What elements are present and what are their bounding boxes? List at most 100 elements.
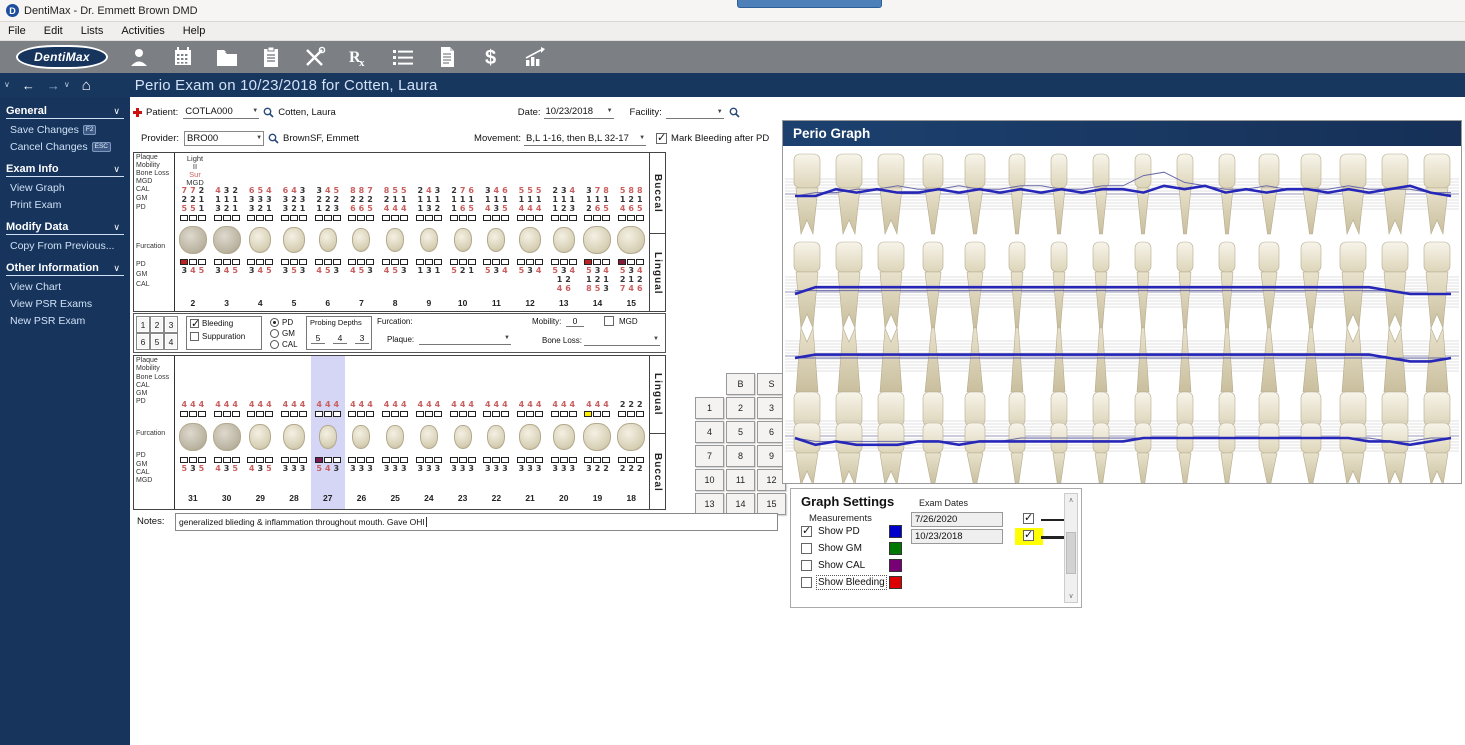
bleeding-boxes[interactable] — [513, 410, 547, 418]
perio-values[interactable]: 265 — [581, 204, 615, 213]
tooth-image[interactable] — [513, 223, 547, 257]
bleeding-boxes[interactable] — [277, 456, 311, 464]
perio-values[interactable]: 444 — [210, 400, 244, 409]
tooth-image[interactable] — [210, 419, 244, 455]
tooth-number[interactable]: 18 — [614, 492, 648, 504]
settings-scrollbar[interactable]: ∧ ∨ — [1064, 493, 1078, 603]
perio-values[interactable]: 435 — [243, 464, 277, 473]
forward-arrow-icon[interactable]: → — [47, 79, 60, 92]
tooth-image[interactable] — [446, 419, 480, 455]
tooth-number[interactable]: 4 — [243, 297, 277, 309]
perio-values[interactable]: 346 — [479, 186, 513, 195]
exam-date-field[interactable]: 7/26/2020 — [911, 512, 1003, 527]
analytics-icon[interactable] — [522, 45, 548, 69]
upper-perio-chart[interactable]: PlaqueMobilityBone LossMGDCALGMPDFurcati… — [133, 152, 666, 312]
perio-values[interactable]: 333 — [547, 464, 581, 473]
radio-pd[interactable] — [270, 318, 279, 327]
sidebar-section-general[interactable]: General∨ — [6, 105, 124, 119]
perio-values[interactable] — [513, 275, 547, 284]
keypad-5[interactable]: 5 — [150, 333, 164, 350]
bleeding-boxes[interactable] — [378, 410, 412, 418]
bleeding-checkbox[interactable] — [190, 319, 199, 328]
bleeding-boxes[interactable] — [412, 456, 446, 464]
perio-values[interactable]: 444 — [446, 400, 480, 409]
perio-values[interactable]: 444 — [479, 400, 513, 409]
tooth-number[interactable]: 6 — [311, 297, 345, 309]
tooth-key-13[interactable]: 13 — [695, 493, 724, 515]
perio-values[interactable]: 444 — [513, 204, 547, 213]
provider-combobox[interactable]: BRO00▼ — [184, 131, 264, 146]
tooth-key-7[interactable]: 7 — [695, 445, 724, 467]
perio-values[interactable] — [311, 284, 345, 293]
perio-values[interactable]: 323 — [277, 195, 311, 204]
perio-values[interactable] — [479, 275, 513, 284]
tooth-number[interactable]: 12 — [513, 297, 547, 309]
perio-values[interactable]: 853 — [581, 284, 615, 293]
bleeding-boxes[interactable] — [547, 258, 581, 266]
perio-values[interactable]: 345 — [210, 266, 244, 275]
tooth-number[interactable]: 31 — [176, 492, 210, 504]
back-arrow-icon[interactable]: ← — [22, 79, 35, 92]
ledger-icon[interactable] — [390, 45, 416, 69]
perio-values[interactable]: 521 — [446, 266, 480, 275]
perio-values[interactable]: 121 — [581, 275, 615, 284]
perio-values[interactable]: 444 — [378, 400, 412, 409]
tooth-key-5[interactable]: 5 — [726, 421, 755, 443]
tooth-number[interactable]: 29 — [243, 492, 277, 504]
perio-values[interactable]: 555 — [513, 186, 547, 195]
bleeding-boxes[interactable] — [345, 214, 379, 222]
tooth-number[interactable]: 22 — [479, 492, 513, 504]
bleeding-boxes[interactable] — [547, 214, 581, 222]
bleeding-boxes[interactable] — [412, 214, 446, 222]
perio-values[interactable]: 165 — [446, 204, 480, 213]
perio-values[interactable]: 222 — [311, 195, 345, 204]
tooth-key-14[interactable]: 14 — [726, 493, 755, 515]
chevron-down-icon[interactable]: ∨ — [4, 81, 10, 89]
perio-values[interactable]: 444 — [412, 400, 446, 409]
tooth-image[interactable] — [614, 419, 648, 455]
bleeding-boxes[interactable] — [176, 456, 210, 464]
perio-values[interactable]: 855 — [378, 186, 412, 195]
perio-values[interactable]: 222 — [614, 464, 648, 473]
mark-bleeding-checkbox[interactable] — [656, 133, 667, 144]
sidebar-item-save-changes[interactable]: Save ChangesF2 — [10, 124, 130, 136]
perio-values[interactable]: 353 — [277, 266, 311, 275]
menu-activities[interactable]: Activities — [121, 25, 164, 37]
tooth-number[interactable]: 28 — [277, 492, 311, 504]
perio-values[interactable]: 772 — [176, 186, 210, 195]
tooth-key-B[interactable]: B — [726, 373, 755, 395]
tooth-number[interactable]: 25 — [378, 492, 412, 504]
perio-values[interactable] — [311, 275, 345, 284]
bleeding-boxes[interactable] — [446, 214, 480, 222]
tooth-key-4[interactable]: 4 — [695, 421, 724, 443]
chevron-down-icon[interactable]: ∨ — [64, 81, 70, 89]
bleeding-boxes[interactable] — [614, 258, 648, 266]
tooth-number[interactable]: 27 — [311, 492, 345, 504]
perio-values[interactable] — [243, 275, 277, 284]
perio-values[interactable]: 654 — [243, 186, 277, 195]
probing-depth-value[interactable]: 5 — [311, 333, 325, 344]
tooth-number[interactable]: 8 — [378, 297, 412, 309]
perio-values[interactable]: 111 — [581, 195, 615, 204]
tooth-number[interactable]: 5 — [277, 297, 311, 309]
sidebar-item-view-psr-exams[interactable]: View PSR Exams — [10, 298, 130, 310]
keypad-3[interactable]: 3 — [164, 316, 178, 333]
menu-file[interactable]: File — [8, 25, 26, 37]
perio-values[interactable]: 534 — [479, 266, 513, 275]
bleeding-boxes[interactable] — [243, 410, 277, 418]
tooth-number[interactable]: 10 — [446, 297, 480, 309]
prescriptions-icon[interactable]: Rx — [346, 45, 372, 69]
patient-search-icon[interactable] — [263, 107, 274, 118]
radio-cal[interactable] — [270, 340, 279, 349]
movement-combobox[interactable]: B,L 1-16, then B,L 32-17▼ — [524, 132, 646, 146]
perio-values[interactable]: 111 — [479, 195, 513, 204]
perio-values[interactable]: 121 — [614, 195, 648, 204]
perio-values[interactable] — [378, 275, 412, 284]
perio-values[interactable] — [378, 284, 412, 293]
bleeding-boxes[interactable] — [345, 410, 379, 418]
perio-values[interactable] — [446, 284, 480, 293]
sidebar-section-other-information[interactable]: Other Information∨ — [6, 262, 124, 276]
bleeding-boxes[interactable] — [479, 214, 513, 222]
perio-values[interactable]: 465 — [614, 204, 648, 213]
perio-values[interactable]: 534 — [547, 266, 581, 275]
